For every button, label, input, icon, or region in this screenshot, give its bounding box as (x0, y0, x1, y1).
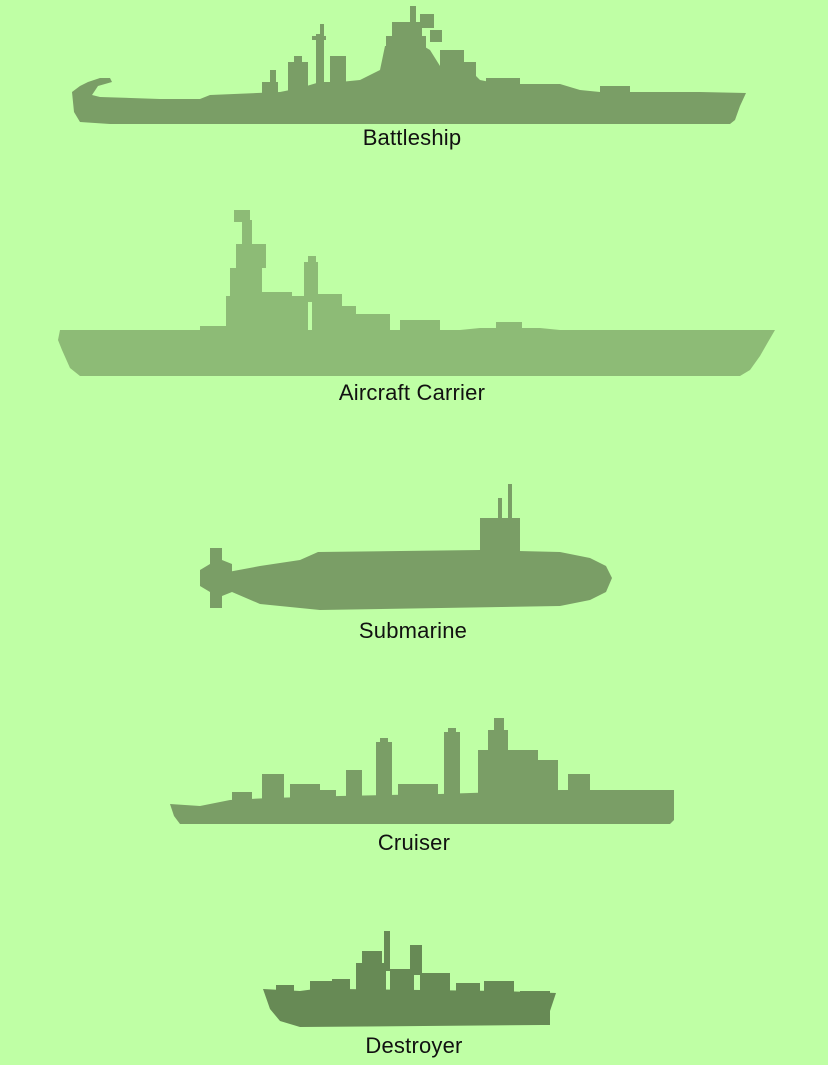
cruiser-label: Cruiser (377, 830, 451, 855)
aircraft-carrier-label: Aircraft Carrier (338, 380, 486, 405)
ship-aircraft-carrier[interactable]: Aircraft Carrier (0, 200, 828, 415)
ship-destroyer[interactable]: Destroyer (0, 925, 828, 1065)
destroyer-silhouette-icon (263, 931, 556, 1027)
destroyer-label: Destroyer (365, 1033, 463, 1058)
ship-cruiser[interactable]: Cruiser (0, 710, 828, 860)
submarine-label: Submarine (358, 618, 468, 643)
ship-submarine[interactable]: Submarine (0, 480, 828, 645)
ship-battleship[interactable]: Battleship (0, 0, 828, 160)
battleship-silhouette-icon (72, 6, 746, 124)
aircraft-carrier-silhouette-icon (58, 210, 775, 376)
battleship-label: Battleship (362, 125, 462, 150)
cruiser-silhouette-icon (170, 718, 674, 824)
submarine-silhouette-icon (200, 484, 612, 610)
